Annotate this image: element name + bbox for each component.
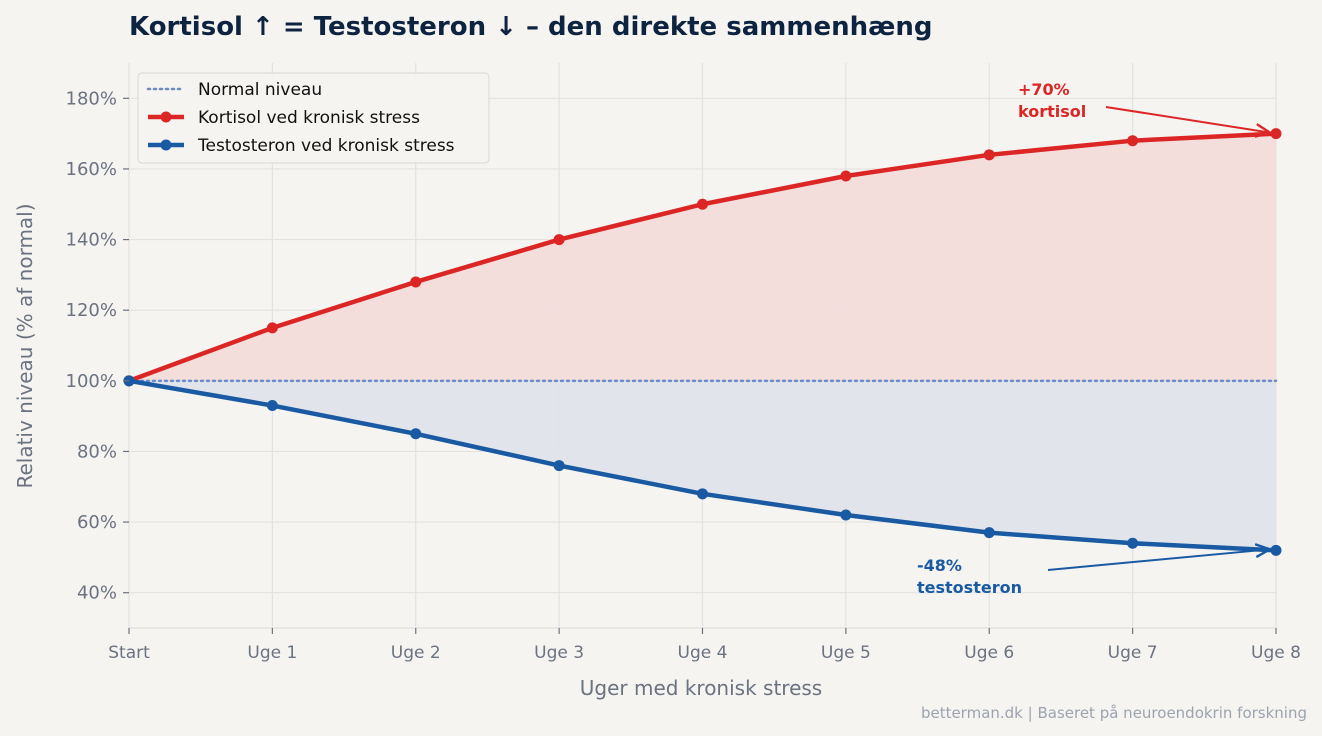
area-fill-1 [129,380,1276,551]
data-point [553,460,565,472]
data-point [983,149,995,161]
legend-label: Testosteron ved kronisk stress [197,136,455,156]
data-point [1270,128,1282,140]
x-tick-label: Uge 4 [678,643,728,663]
data-point [1127,135,1139,147]
y-axis-ticks: 40% 60% 80% 100% 120% 140% 160% 180% [66,88,129,604]
y-axis-label: Relativ niveau (% af normal) [13,203,37,488]
legend-label: Kortisol ved kronisk stress [198,108,420,128]
area-fills [129,133,1276,551]
x-tick-label: Uge 2 [391,643,441,663]
legend-label: Normal niveau [198,80,322,100]
legend: Normal niveau Kortisol ved kronisk stress… [137,72,490,164]
data-point [1270,544,1282,556]
data-point [266,322,278,334]
x-tick-label: Start [108,643,150,663]
data-point [410,276,422,288]
annotation-arrow [1105,106,1270,133]
x-axis-ticks: Start Uge 1 Uge 2 Uge 3 Uge 4 Uge 5 Uge 6 Uge 7… [108,628,1301,663]
data-point [410,428,422,440]
x-tick-label: Uge 8 [1251,643,1301,663]
data-point [266,400,278,412]
annotation-arrow [1047,549,1270,571]
legend-box [137,72,490,164]
legend-swatch-dot [160,111,172,123]
chart-title: Kortisol ↑ = Testosteron ↓ – den direkte… [129,12,932,42]
series-points [123,128,1282,556]
data-point [553,234,565,246]
annotations: +70% kortisol -48% testosteron [917,80,1270,597]
x-tick-label: Uge 7 [1108,643,1158,663]
x-tick-label: Uge 6 [964,643,1014,663]
annotation-cortisol: +70% kortisol [1018,80,1086,121]
legend-swatch-dot [160,139,172,151]
data-point [697,198,708,210]
data-point [1127,537,1139,549]
y-tick-label: 140% [66,230,117,251]
y-tick-label: 60% [77,512,117,533]
data-point [840,509,852,521]
x-tick-label: Uge 5 [821,643,871,663]
data-point [840,170,852,182]
x-tick-label: Uge 1 [247,643,297,663]
y-tick-label: 80% [77,441,117,462]
y-tick-label: 40% [77,583,117,604]
x-axis-label: Uger med kronisk stress [580,676,822,700]
data-point [983,527,995,539]
x-tick-label: Uge 3 [534,643,584,663]
y-tick-label: 160% [66,159,117,180]
y-tick-label: 180% [66,88,117,109]
y-tick-label: 120% [66,300,117,321]
annotation-testosterone: -48% testosteron [917,556,1022,597]
y-tick-label: 100% [66,371,117,392]
area-fill-0 [129,133,1276,381]
data-point [697,488,708,500]
footer-credit: betterman.dk | Baseret på neuroendokrin … [921,704,1307,722]
